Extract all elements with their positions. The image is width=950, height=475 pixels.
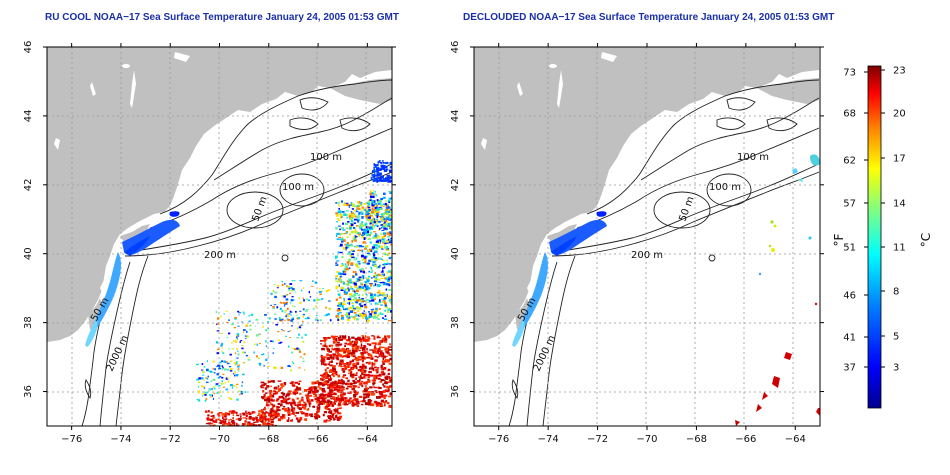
right-lon-tick-label: −68 bbox=[686, 434, 707, 445]
celsius-tick-label: 14 bbox=[893, 199, 906, 210]
left-lat-tick-label: 44 bbox=[23, 110, 34, 123]
left-map-panel: 100 m 100 m 50 m 200 m 50 m 2000 m −76 −7… bbox=[23, 41, 396, 445]
cloud-contaminated-sst bbox=[195, 160, 392, 426]
left-lat-tick-label: 46 bbox=[23, 41, 34, 54]
celsius-tick-label: 5 bbox=[893, 332, 899, 343]
right-map-axes: −76 −74 −72 −70 −68 −66 −64 36 38 40 42 44 46 bbox=[450, 41, 824, 445]
contour-label: 200 m bbox=[631, 250, 663, 261]
right-lon-tick-label: −74 bbox=[538, 434, 559, 445]
right-lat-tick-label: 46 bbox=[450, 41, 461, 54]
left-lon-tick-label: −68 bbox=[258, 434, 279, 445]
fahrenheit-tick-label: 41 bbox=[843, 333, 856, 344]
left-lon-tick-label: −74 bbox=[110, 434, 131, 445]
celsius-tick-label: 17 bbox=[893, 154, 906, 165]
right-lat-tick-label: 40 bbox=[450, 247, 461, 260]
left-lon-tick-label: −66 bbox=[308, 434, 329, 445]
celsius-tick-label: 3 bbox=[893, 363, 899, 374]
left-lat-tick-label: 36 bbox=[23, 385, 34, 398]
celsius-tick-label: 20 bbox=[893, 109, 906, 120]
fahrenheit-tick-label: 46 bbox=[843, 291, 856, 302]
left-lat-tick-label: 42 bbox=[23, 178, 34, 191]
celsius-tick-label: 11 bbox=[893, 243, 906, 254]
fahrenheit-label: °F bbox=[832, 233, 846, 246]
right-lat-tick-label: 36 bbox=[450, 385, 461, 398]
right-lon-tick-label: −76 bbox=[488, 434, 509, 445]
left-lon-tick-label: −64 bbox=[357, 434, 378, 445]
left-map-axes: −76 −74 −72 −70 −68 −66 −64 36 38 40 42 44 46 bbox=[23, 41, 396, 445]
right-lon-tick-label: −64 bbox=[785, 434, 806, 445]
fahrenheit-tick-label: 51 bbox=[843, 243, 856, 254]
left-lat-tick-label: 38 bbox=[23, 316, 34, 329]
contour-label: 100 m bbox=[737, 152, 769, 163]
right-lat-tick-label: 44 bbox=[450, 110, 461, 123]
fahrenheit-tick-label: 62 bbox=[843, 156, 856, 167]
left-lon-tick-label: −76 bbox=[61, 434, 82, 445]
right-lat-tick-label: 38 bbox=[450, 316, 461, 329]
fahrenheit-tick-label: 68 bbox=[843, 109, 856, 120]
contour-label: 100 m bbox=[282, 182, 314, 193]
fahrenheit-tick-label: 37 bbox=[843, 363, 856, 374]
left-map-title: RU COOL NOAA−17 Sea Surface Temperature … bbox=[45, 12, 399, 23]
contour-label: 200 m bbox=[204, 250, 236, 261]
right-lat-tick-label: 42 bbox=[450, 178, 461, 191]
colorbar-gradient bbox=[867, 65, 882, 409]
contour-label: 100 m bbox=[310, 152, 342, 163]
right-map-panel: 100 m 100 m 50 m 200 m 50 m 2000 m −76 −7… bbox=[450, 41, 824, 445]
right-lon-tick-label: −70 bbox=[636, 434, 657, 445]
declouded-sst-features bbox=[735, 154, 820, 426]
celsius-tick-label: 23 bbox=[893, 66, 906, 77]
celsius-tick-label: 8 bbox=[893, 287, 899, 298]
left-lon-tick-label: −70 bbox=[209, 434, 230, 445]
right-lon-tick-label: −66 bbox=[735, 434, 756, 445]
celsius-label: °C bbox=[919, 233, 933, 247]
fahrenheit-tick-label: 73 bbox=[843, 68, 856, 79]
left-lat-tick-label: 40 bbox=[23, 247, 34, 260]
fahrenheit-tick-label: 57 bbox=[843, 199, 856, 210]
contour-label: 100 m bbox=[709, 182, 741, 193]
left-lon-tick-label: −72 bbox=[160, 434, 181, 445]
colorbar: 73 68 62 57 51 46 41 37 23 20 17 14 11 8 5 3 °F °C bbox=[832, 66, 933, 409]
right-map-title: DECLOUDED NOAA−17 Sea Surface Temperatur… bbox=[463, 12, 835, 23]
right-lon-tick-label: −72 bbox=[587, 434, 608, 445]
